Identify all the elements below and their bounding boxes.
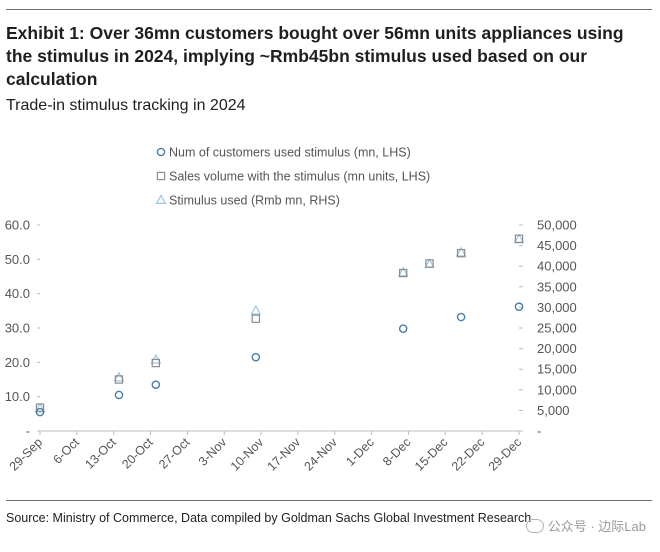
x-tick-label: 6-Oct bbox=[50, 435, 82, 467]
left-tick-label: 60.0 bbox=[5, 218, 30, 233]
x-axis: 29-Sep 6-Oct 13-Oct 20-Oct 27-Oct 3-Nov10-Nov… bbox=[7, 430, 524, 474]
x-tick-label: 1-Dec bbox=[343, 435, 376, 468]
left-tick-label: - bbox=[26, 424, 30, 439]
x-tick-label: 3-Nov bbox=[196, 435, 230, 469]
right-tick-label: 50,000 bbox=[537, 218, 577, 233]
right-axis: - 5,000 10,000 15,000 20,000 25,000 30,000 35,0… bbox=[519, 218, 577, 439]
customers-point bbox=[35, 407, 45, 417]
customers-point bbox=[398, 324, 408, 333]
x-tick-label: 27-Oct bbox=[156, 435, 193, 472]
right-tick-label: - bbox=[537, 424, 541, 439]
volume-point bbox=[251, 314, 261, 323]
stimulus-point bbox=[455, 246, 467, 257]
source-note: Source: Ministry of Commerce, Data compi… bbox=[6, 511, 532, 525]
customers-point bbox=[514, 302, 524, 312]
scatter-chart: Num of customers used stimulus (mn, LHS)… bbox=[5, 146, 577, 474]
exhibit-title: Exhibit 1: Over 36mn customers bought ov… bbox=[6, 23, 624, 89]
legend-volume-label: Sales volume with the stimulus (mn units… bbox=[169, 170, 430, 184]
x-tick-label: 29-Dec bbox=[486, 435, 524, 473]
x-tick-label: 22-Dec bbox=[449, 435, 487, 473]
volume-point bbox=[514, 234, 524, 243]
right-tick-label: 30,000 bbox=[537, 300, 577, 315]
right-tick-label: 35,000 bbox=[537, 279, 577, 294]
customers-point bbox=[251, 352, 261, 362]
chart-subtitle: Trade-in stimulus tracking in 2024 bbox=[6, 97, 246, 114]
right-tick-label: 25,000 bbox=[537, 321, 577, 336]
x-tick-label: 8-Dec bbox=[380, 435, 413, 468]
right-tick-label: 45,000 bbox=[537, 238, 577, 253]
left-tick-label: 50.0 bbox=[5, 252, 30, 267]
right-tick-label: 40,000 bbox=[537, 259, 577, 274]
left-tick-label: 30.0 bbox=[5, 321, 30, 336]
stimulus-point bbox=[250, 304, 262, 315]
x-tick-label: 10-Nov bbox=[228, 435, 267, 474]
right-tick-label: 10,000 bbox=[537, 382, 577, 397]
customers-point bbox=[456, 312, 466, 322]
x-tick-label: 24-Nov bbox=[301, 435, 340, 474]
watermark: 公众号 · 边际Lab bbox=[525, 516, 646, 535]
volume-point bbox=[35, 403, 45, 412]
right-tick-label: 5,000 bbox=[537, 403, 570, 418]
volume-point bbox=[398, 268, 408, 278]
x-tick-label: 13-Oct bbox=[82, 435, 119, 472]
volume-point bbox=[114, 375, 124, 384]
x-tick-label: 29-Sep bbox=[7, 435, 45, 473]
watermark-text: 公众号 · 边际Lab bbox=[547, 519, 646, 534]
x-tick-label: 17-Nov bbox=[265, 435, 304, 474]
left-tick-label: 10.0 bbox=[5, 389, 30, 404]
legend: Num of customers used stimulus (mn, LHS)… bbox=[155, 146, 430, 208]
right-tick-label: 15,000 bbox=[537, 362, 577, 377]
data-marks bbox=[34, 233, 525, 417]
top-rule bbox=[6, 9, 652, 10]
left-tick-label: 40.0 bbox=[5, 286, 30, 301]
volume-point bbox=[151, 358, 161, 368]
legend-customers-marker bbox=[156, 147, 166, 157]
x-tick-label: 20-Oct bbox=[119, 435, 156, 472]
legend-customers-label: Num of customers used stimulus (mn, LHS) bbox=[169, 146, 411, 160]
wechat-icon bbox=[525, 519, 544, 533]
volume-point bbox=[425, 259, 434, 268]
left-tick-label: 20.0 bbox=[5, 355, 30, 370]
x-tick-label: 15-Dec bbox=[412, 435, 450, 473]
volume-point bbox=[456, 248, 466, 258]
stimulus-point bbox=[397, 266, 409, 277]
customers-point bbox=[114, 390, 124, 400]
customers-point bbox=[151, 380, 161, 389]
left-axis: - 10.0 20.0 30.0 40.0 50.0 60.0 bbox=[5, 218, 40, 439]
stimulus-point bbox=[113, 371, 125, 382]
right-tick-label: 20,000 bbox=[537, 341, 577, 356]
legend-stimulus-label: Stimulus used (Rmb mn, RHS) bbox=[169, 194, 340, 208]
legend-stimulus-marker bbox=[155, 194, 167, 205]
bottom-rule bbox=[6, 500, 652, 501]
legend-volume-marker bbox=[156, 171, 166, 181]
